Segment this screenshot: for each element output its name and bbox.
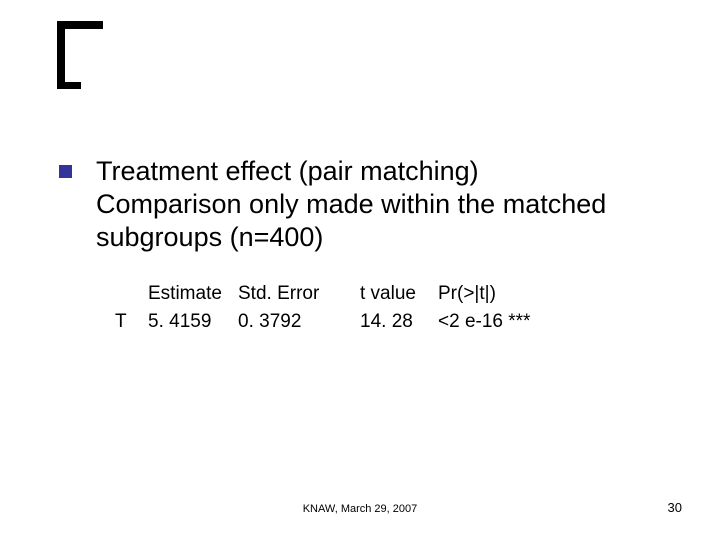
bullet-row: Treatment effect (pair matching) Compari… — [59, 155, 680, 254]
body-line-1: Treatment effect (pair matching) — [96, 156, 479, 186]
table-row: T 5. 4159 0. 3792 14. 28 <2 e-16 *** — [115, 308, 578, 336]
table-cell: 14. 28 — [360, 308, 438, 336]
table-header-cell: t value — [360, 280, 438, 308]
content-area: Treatment effect (pair matching) Compari… — [59, 155, 680, 254]
table-cell: <2 e-16 *** — [438, 308, 578, 336]
table-cell: 5. 4159 — [148, 308, 238, 336]
results-table: Estimate Std. Error t value Pr(>|t|) T 5… — [115, 280, 578, 336]
table-header-cell: Pr(>|t|) — [438, 280, 578, 308]
bracket-left — [57, 21, 65, 89]
table-header-cell — [115, 280, 148, 308]
body-line-2: Comparison only made within the matched … — [96, 189, 606, 252]
table-cell: 0. 3792 — [238, 308, 360, 336]
footer-date: KNAW, March 29, 2007 — [0, 503, 720, 515]
bracket-bottom — [57, 82, 81, 89]
body-text: Treatment effect (pair matching) Compari… — [96, 155, 636, 254]
table-header-row: Estimate Std. Error t value Pr(>|t|) — [115, 280, 578, 308]
table-cell: T — [115, 308, 148, 336]
table-header-cell: Estimate — [148, 280, 238, 308]
table-header-cell: Std. Error — [238, 280, 360, 308]
square-bullet-icon — [59, 165, 72, 178]
corner-bracket — [57, 21, 103, 89]
slide-number: 30 — [668, 500, 682, 515]
